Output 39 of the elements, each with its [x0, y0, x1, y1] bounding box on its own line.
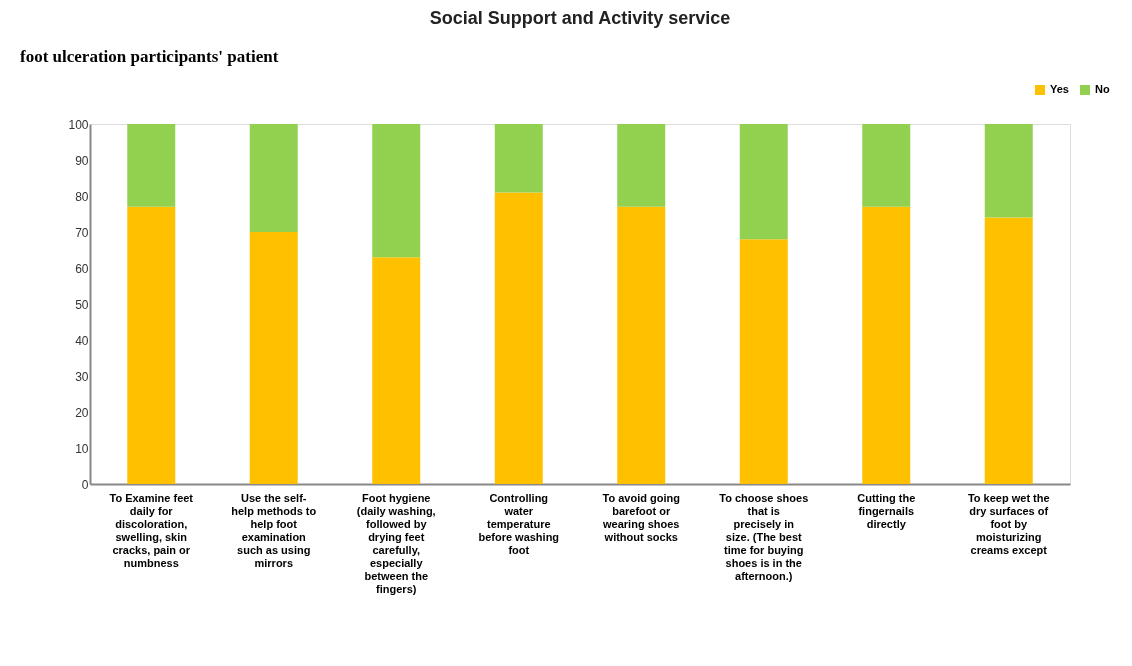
y-tick-label: 90 — [75, 153, 89, 168]
x-tick-label: To avoid going barefoot or wearing shoes without socks — [602, 491, 680, 543]
x-tick-label: Cutting the fingernails directly — [857, 491, 916, 530]
y-tick-label: 30 — [75, 369, 89, 384]
legend-label: Yes — [1050, 83, 1069, 95]
y-tick-label: 40 — [75, 333, 89, 348]
bar — [494, 192, 543, 484]
bar — [249, 124, 298, 232]
x-tick-label: Foot hygiene (daily washing, followed by drying feet carefully, especially between the fingers) — [356, 491, 436, 595]
y-tick-label: 20 — [75, 405, 89, 420]
bar — [372, 124, 421, 258]
bar — [862, 206, 911, 484]
bar — [249, 232, 298, 484]
bar — [617, 124, 666, 207]
legend-label: No — [1095, 83, 1110, 95]
bar — [494, 124, 543, 193]
y-tick-label: 80 — [75, 189, 89, 204]
bar — [984, 217, 1033, 484]
y-tick-label: 10 — [75, 441, 89, 456]
y-tick-label: 100 — [68, 117, 89, 132]
bar — [862, 124, 911, 207]
bar — [739, 124, 788, 240]
x-tick-label: Controlling water temperature before washing foot — [478, 491, 560, 556]
bar — [617, 206, 666, 484]
y-tick-label: 0 — [81, 477, 89, 492]
bar — [984, 124, 1033, 218]
text: foot ulceration participants' patient — [20, 47, 279, 66]
y-tick-label: 70 — [75, 225, 89, 240]
bar — [127, 206, 176, 484]
bar — [739, 239, 788, 484]
bar — [372, 257, 421, 484]
x-tick-label: To Examine feet daily for discoloration, swelling, skin cracks, pain or numbness — [109, 491, 194, 569]
chart-title: Social Support and Activity service — [429, 8, 731, 28]
bar — [127, 124, 176, 207]
y-tick-label: 50 — [75, 297, 89, 312]
y-tick-label: 60 — [75, 261, 89, 276]
x-tick-label: To choose shoes that is precisely in size. (The best time for buying shoes is in the afternoon.) — [719, 491, 809, 582]
x-tick-label: Use the self-help methods to help foot examination such as using mirrors — [231, 491, 317, 569]
x-tick-label: To keep wet the dry surfaces of foot by moisturizing creams except — [967, 491, 1050, 556]
